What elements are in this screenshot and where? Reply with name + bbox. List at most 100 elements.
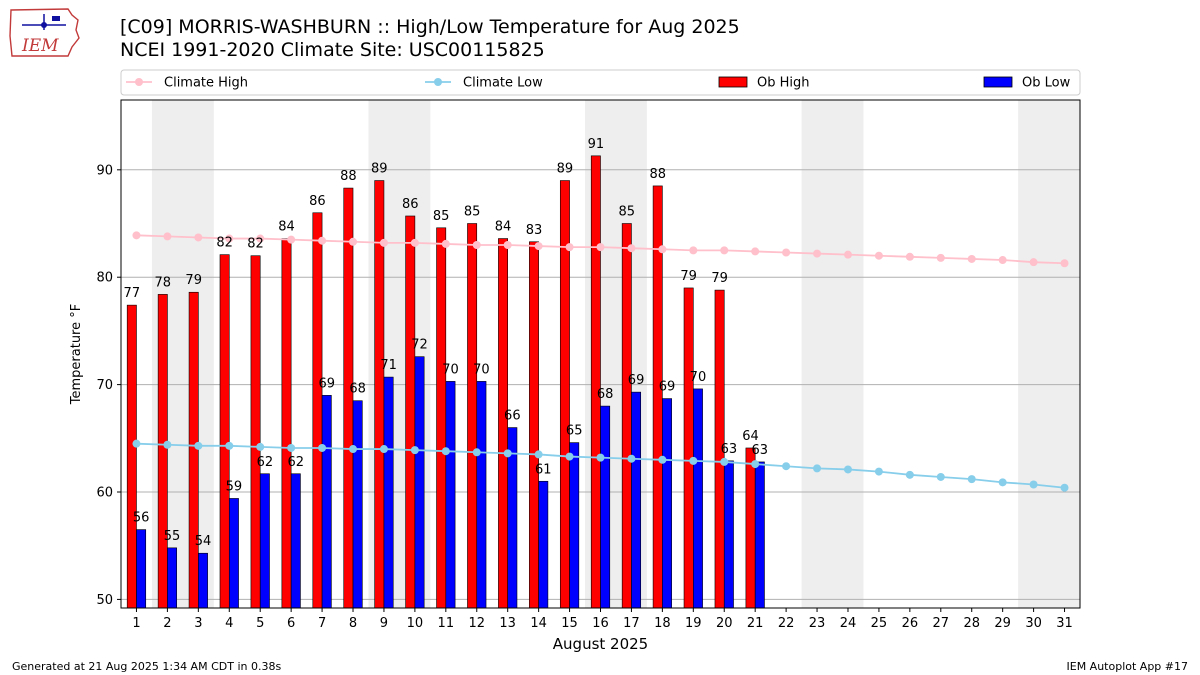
ob-high-bar	[219, 254, 230, 609]
ob-low-label: 63	[721, 442, 738, 457]
x-tick-label: 30	[1025, 616, 1042, 631]
x-tick-label: 5	[256, 616, 264, 631]
ob-high-label: 82	[247, 237, 264, 252]
ob-low-bar	[290, 473, 301, 609]
ob-high-bar	[467, 223, 478, 609]
climate-low-point	[936, 472, 945, 481]
climate-high-point	[596, 243, 605, 252]
ob-high-bar	[188, 291, 199, 609]
climate-low-point	[813, 464, 822, 473]
x-tick-label: 19	[685, 616, 702, 631]
ob-low-bar	[754, 461, 765, 609]
climate-low-point	[379, 445, 388, 454]
ob-high-label: 64	[742, 429, 759, 444]
ob-low-label: 62	[288, 455, 305, 470]
ob-low-bar	[476, 381, 487, 609]
ob-low-bar	[662, 398, 672, 609]
ob-low-label: 72	[411, 338, 428, 353]
chart-title: [C09] MORRIS-WASHBURN :: High/Low Temper…	[120, 16, 740, 38]
climate-low-point	[751, 460, 760, 469]
x-tick-label: 21	[747, 616, 764, 631]
climate-high-point	[967, 254, 976, 263]
y-axis-label: Temperature °F	[69, 304, 84, 405]
ob-high-label: 89	[557, 162, 574, 177]
ob-low-bar	[321, 395, 332, 609]
climate-high-point	[689, 246, 698, 255]
climate-low-point	[565, 452, 574, 461]
ob-high-label: 77	[124, 286, 141, 301]
x-tick-label: 22	[778, 616, 795, 631]
ob-high-label: 79	[185, 273, 202, 288]
ob-low-label: 59	[226, 479, 243, 494]
climate-low-point	[998, 478, 1007, 487]
ob-low-label: 71	[380, 358, 397, 373]
climate-low-point	[782, 462, 791, 471]
ob-low-label: 69	[318, 376, 335, 391]
ob-high-label: 82	[216, 236, 233, 251]
ob-low-label: 68	[349, 382, 366, 397]
climate-high-point	[565, 243, 574, 252]
y-tick-label: 50	[96, 593, 113, 608]
climate-low-point	[1060, 483, 1069, 492]
weekend-shade	[801, 100, 864, 608]
climate-high-point	[256, 234, 265, 243]
climate-high-point	[287, 235, 296, 244]
ob-high-bar	[126, 304, 137, 609]
climate-low-point	[627, 454, 636, 463]
climate-low-point	[194, 441, 203, 450]
x-tick-label: 15	[561, 616, 578, 631]
legend: Climate High Climate Low Ob High Ob Low	[120, 69, 1081, 96]
ob-high-label: 91	[588, 137, 605, 152]
climate-low-point	[256, 442, 265, 451]
ob-low-label: 68	[597, 387, 614, 402]
x-tick-label: 9	[380, 616, 388, 631]
x-tick-label: 28	[963, 616, 980, 631]
ob-low-bar	[136, 529, 147, 609]
climate-low-point	[534, 450, 543, 459]
climate-low-point	[658, 455, 667, 464]
legend-swatch-marker	[135, 78, 143, 86]
x-tick-label: 18	[654, 616, 671, 631]
ob-high-label: 86	[402, 197, 419, 212]
climate-lines-layer	[132, 231, 1069, 492]
climate-low-point	[225, 441, 234, 450]
climate-high-point	[225, 234, 234, 243]
x-tick-label: 2	[163, 616, 171, 631]
x-tick-label: 13	[499, 616, 516, 631]
climate-low-point	[349, 445, 358, 454]
climate-low-point	[905, 470, 914, 479]
climate-high-point	[503, 240, 512, 249]
climate-high-point	[318, 236, 327, 245]
x-tick-label: 3	[194, 616, 202, 631]
ob-high-label: 84	[278, 220, 295, 235]
x-tick-label: 11	[438, 616, 455, 631]
climate-low-point	[843, 465, 852, 474]
climate-high-point	[627, 244, 636, 253]
x-tick-label: 14	[530, 616, 547, 631]
ob-low-label: 70	[473, 362, 490, 377]
ob-high-label: 78	[154, 275, 171, 290]
climate-high-point	[441, 239, 450, 248]
ob-low-bar	[538, 480, 549, 609]
ob-low-label: 70	[442, 362, 459, 377]
legend-swatch-bar	[983, 76, 1013, 88]
ob-low-label: 65	[566, 424, 583, 439]
climate-high-point	[410, 238, 419, 247]
ob-high-bar	[683, 287, 694, 609]
ob-low-label: 62	[257, 455, 274, 470]
ob-high-bar	[157, 294, 168, 609]
climate-high-point	[163, 232, 172, 241]
x-tick-label: 4	[225, 616, 233, 631]
x-tick-label: 23	[809, 616, 826, 631]
legend-swatch-marker	[434, 78, 442, 86]
ob-high-bar	[436, 227, 447, 609]
climate-high-point	[813, 249, 822, 258]
ob-low-bar	[383, 376, 394, 609]
climate-high-point	[905, 252, 914, 261]
ob-high-bar	[529, 241, 539, 609]
ob-low-label: 69	[659, 380, 676, 395]
ob-low-bar	[167, 547, 177, 609]
ob-low-label: 54	[195, 534, 212, 549]
